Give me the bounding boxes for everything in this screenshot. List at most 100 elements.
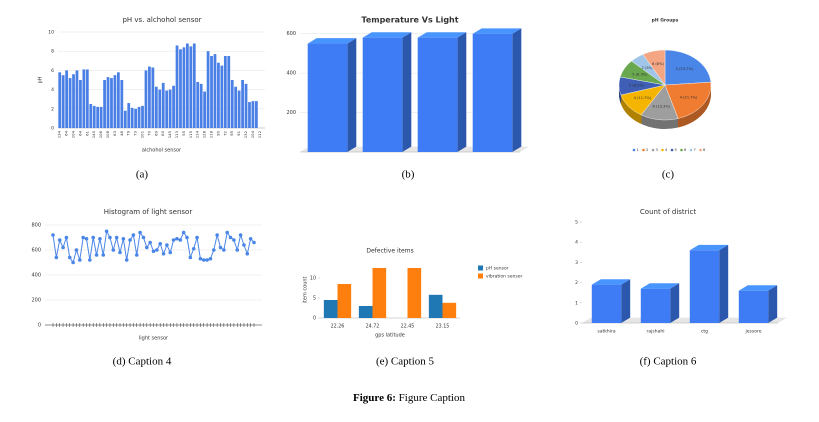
x-tick-label: 112 xyxy=(257,130,262,138)
bar xyxy=(127,103,131,128)
point xyxy=(145,245,149,250)
bar xyxy=(182,47,186,128)
y-tick-label: 0 xyxy=(313,316,316,322)
bar xyxy=(213,54,217,128)
legend-label: 3 xyxy=(656,148,658,152)
point xyxy=(195,235,199,240)
bar xyxy=(175,45,179,128)
legend-swatch xyxy=(478,273,483,279)
point xyxy=(134,253,139,257)
floor xyxy=(582,317,787,323)
x-tick-label: 64 xyxy=(77,130,82,135)
bar xyxy=(428,294,443,318)
point xyxy=(94,253,99,257)
x-tick-label: 118 xyxy=(209,130,214,138)
point xyxy=(148,240,152,245)
figure-caption: Figure 6: Figure Caption xyxy=(353,392,465,404)
point xyxy=(111,248,116,252)
point xyxy=(168,250,173,255)
y-tick-label: 4 xyxy=(51,87,54,93)
x-tick-label: 90 xyxy=(215,130,220,135)
figure-text: Figure Caption xyxy=(399,392,466,404)
point xyxy=(64,235,69,240)
chart-title: Histogram of light sensor xyxy=(104,208,193,216)
y-tick-label: 3 xyxy=(575,260,578,266)
point xyxy=(155,248,159,252)
x-tick-label: 91 xyxy=(236,130,241,135)
x-tick-label: 22.26 xyxy=(331,324,345,330)
subfigure-caption: (b) xyxy=(402,169,415,181)
bar-side xyxy=(402,32,412,152)
bar xyxy=(158,89,162,128)
legend-label: pH sensor xyxy=(486,266,509,272)
legend-label: 4 xyxy=(665,148,668,152)
point xyxy=(185,235,189,240)
x-tick-label: 106 xyxy=(98,130,103,138)
bar xyxy=(144,70,148,128)
bar-top xyxy=(362,32,412,38)
x-axis-label: light sensor xyxy=(139,336,169,342)
point xyxy=(114,235,119,240)
bar xyxy=(65,70,69,128)
point xyxy=(118,250,122,255)
bar-top xyxy=(689,244,729,251)
bar xyxy=(103,80,106,128)
chart-title: pH Groups xyxy=(652,18,679,24)
bar xyxy=(75,70,79,128)
bar xyxy=(199,83,203,128)
y-axis-label: pH xyxy=(38,76,44,83)
bar xyxy=(96,106,100,128)
bar xyxy=(99,106,103,128)
point xyxy=(104,229,109,234)
point xyxy=(248,236,253,241)
y-tick-label: 5 xyxy=(575,220,578,226)
legend-label: 7 xyxy=(694,148,696,152)
bar xyxy=(120,80,124,128)
y-tick-label: 2 xyxy=(51,106,54,112)
point xyxy=(101,253,106,257)
x-tick-label: ctg xyxy=(701,329,708,335)
slice-label: 6 (8%) xyxy=(652,62,665,66)
bar xyxy=(230,80,234,128)
legend-label: 6 xyxy=(684,148,687,152)
point xyxy=(175,236,179,241)
bar xyxy=(196,81,200,128)
y-tick-label: 4 xyxy=(575,240,578,246)
bar-top xyxy=(640,283,680,289)
bar xyxy=(234,86,238,128)
bar xyxy=(148,66,151,128)
subfigure-caption: (c) xyxy=(662,169,675,181)
x-tick-label: 104 xyxy=(71,130,76,138)
x-tick-label: 60 xyxy=(160,130,165,135)
y-tick-label: 6 xyxy=(51,68,54,74)
x-tick-label: rajshahi xyxy=(647,329,665,335)
y-tick-label: 2 xyxy=(575,280,578,286)
bar xyxy=(362,37,403,152)
bar xyxy=(254,101,258,128)
point xyxy=(222,248,226,252)
x-tick-label: 55 xyxy=(181,130,186,135)
bar-top xyxy=(591,279,631,285)
x-tick-label: jessore xyxy=(745,329,762,335)
x-tick-label: 134 xyxy=(57,130,62,138)
point xyxy=(188,255,193,260)
bar xyxy=(323,300,338,318)
y-tick-label: 0 xyxy=(51,126,54,132)
point xyxy=(74,248,79,252)
x-tick-label: 69 xyxy=(153,130,158,135)
bar xyxy=(123,110,127,128)
point xyxy=(124,258,129,262)
pie-slice xyxy=(664,49,712,86)
x-tick-label: 140 xyxy=(91,130,96,138)
x-axis-label: alchohol sensor xyxy=(142,148,182,154)
x-tick-label: 79 xyxy=(126,130,131,135)
point xyxy=(238,233,243,237)
chart-title: Temperature Vs Light xyxy=(361,16,458,25)
point xyxy=(191,246,196,251)
bar-top xyxy=(307,38,357,44)
bar xyxy=(79,80,82,128)
bar xyxy=(210,56,213,128)
point xyxy=(181,230,186,235)
chart-title: Defective items xyxy=(366,248,413,255)
